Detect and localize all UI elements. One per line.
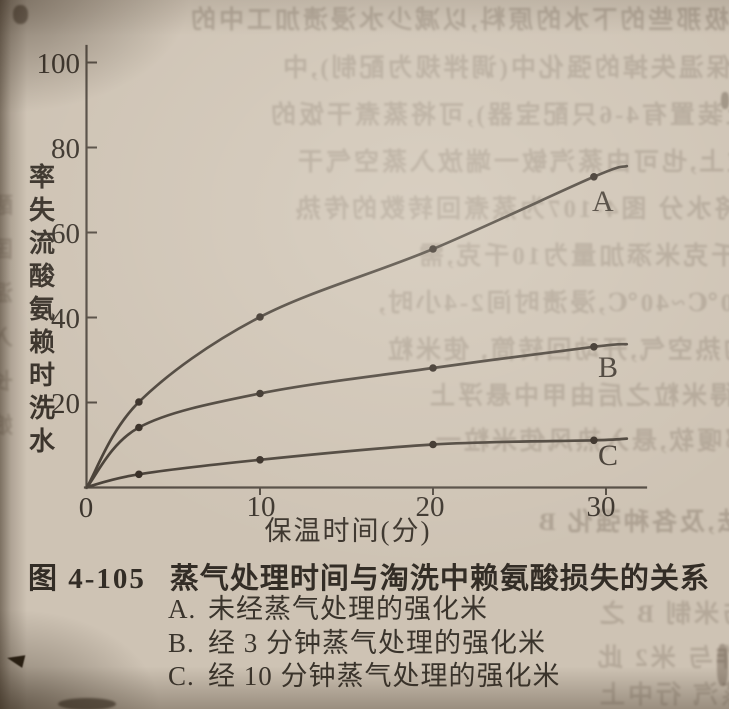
legend-text-A: 未经蒸气处理的强化米	[208, 594, 488, 624]
data-point-A	[429, 245, 437, 253]
legend-key-C: C.	[168, 661, 195, 691]
legend-key-B: B.	[168, 627, 195, 658]
legend-item-B: B. 经 3 分钟蒸气处理的强化米	[168, 627, 561, 661]
data-point-C	[429, 440, 437, 449]
ghost-show-through-line: (3)蒸汽 行中上	[597, 682, 729, 709]
figure-title: 蒸气处理时间与淘洗中赖氨酸损失的关系	[169, 563, 710, 595]
figure-4-105-chart: 100 80 60 40 20 0 10 20 30 A B C 保温时间(分)	[37, 44, 648, 546]
legend-key-A: A.	[168, 594, 197, 624]
ghost-show-through-line: 料中与米制 B 之	[597, 601, 729, 628]
y-axis-title: 率 失 流 酸 氨 赖 时 洗 水	[28, 163, 55, 456]
figure-legend: A. 未经蒸气处理的强化米 B. 经 3 分钟蒸气处理的强化米 C. 经 10 分钟蒸…	[168, 593, 561, 694]
ink-smudge	[58, 698, 116, 709]
data-point-B	[590, 343, 598, 351]
legend-text-C: 经 10 分钟蒸气处理的强化米	[208, 661, 561, 691]
curve-B	[85, 342, 629, 489]
data-point-C	[135, 470, 143, 479]
ghost-show-through-line: 强是操作与 米2 此	[595, 645, 729, 672]
data-point-A	[590, 173, 598, 181]
curve-label-C: C	[598, 439, 618, 472]
legend-item-C: C. 经 10 分钟蒸气处理的强化米	[168, 660, 561, 694]
legend-text-B: 经 3 分钟蒸气处理的强化米	[208, 627, 546, 658]
data-point-B	[135, 423, 143, 432]
curve-label-A: A	[592, 185, 614, 218]
data-point-B	[256, 389, 264, 398]
figure-caption: 图 4-105 蒸气处理时间与淘洗中赖氨酸损失的关系	[28, 555, 718, 597]
curve-C	[85, 437, 629, 489]
legend-item-A: A. 未经蒸气处理的强化米	[168, 593, 561, 627]
data-point-C	[590, 436, 598, 445]
data-point-B	[429, 364, 437, 372]
data-point-C	[256, 456, 264, 464]
x-axis-title: 保温时间(分)	[265, 516, 432, 546]
margin-arrow-mark	[5, 651, 26, 668]
origin-label: 0	[79, 492, 94, 524]
data-point-A	[135, 398, 143, 406]
data-point-A	[256, 313, 264, 321]
y-tick-label-100: 100	[37, 48, 81, 80]
curve-A	[85, 164, 629, 489]
curve-label-B: B	[598, 351, 618, 384]
figure-number: 图 4-105	[28, 563, 146, 595]
ink-smudge	[717, 644, 728, 686]
x-tick-label-30: 30	[587, 491, 616, 523]
